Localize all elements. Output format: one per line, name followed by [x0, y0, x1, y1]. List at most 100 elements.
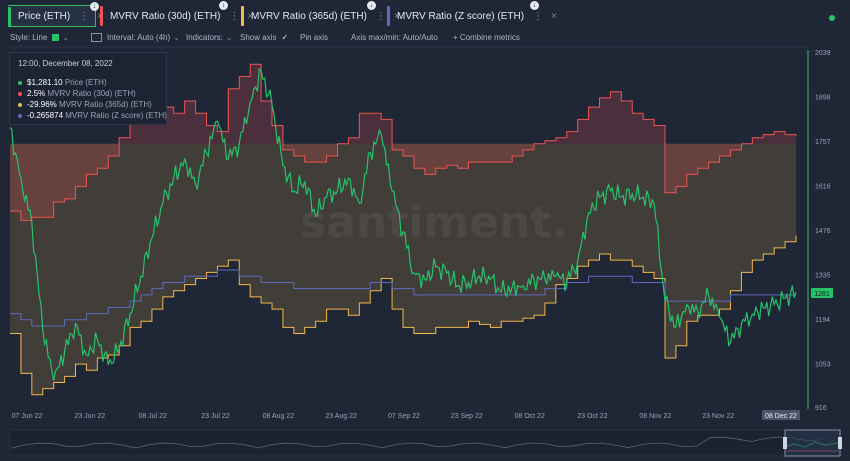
current-price-badge [811, 288, 833, 298]
tooltip-row: -29.96% MVRV Ratio (365d) (ETH) [18, 100, 152, 109]
navigator-selection[interactable] [784, 429, 841, 457]
tooltip-value: $1,281.10 [27, 78, 63, 87]
more-icon[interactable]: ⋮ [229, 10, 240, 22]
chart-toolbar: Style: Line ⌄ Interval: Auto (4h) ⌄ Indi… [0, 33, 850, 47]
check-icon[interactable]: ✓ [281, 33, 289, 42]
more-icon[interactable]: ⋮ [79, 10, 90, 22]
x-tick-label: 23 Nov 22 [702, 413, 734, 420]
x-current-date-badge [762, 410, 800, 420]
series-dot [18, 80, 22, 85]
pin-icon[interactable]: ↓ [219, 1, 228, 10]
more-icon[interactable]: ⋮ [533, 10, 544, 22]
x-tick-label: 23 Sep 22 [451, 413, 483, 420]
tooltip-value: 2.5% [27, 89, 46, 98]
show-axis-label: Show axis [240, 33, 277, 42]
interval-label: Interval: Auto (4h) [107, 33, 171, 42]
tooltip-series-name: MVRV Ratio (30d) (ETH) [47, 89, 136, 98]
tooltip-series-name: Price (ETH) [64, 78, 107, 87]
style-label: Style: Line [10, 33, 48, 42]
pin-icon[interactable]: ↓ [530, 1, 539, 10]
y-tick-label: 1616 [815, 184, 831, 191]
tooltip-series-name: MVRV Ratio (365d) (ETH) [59, 100, 152, 109]
x-tick-label: 08 Nov 22 [639, 413, 671, 420]
y-tick-label: 2039 [815, 50, 831, 57]
x-tick-label: 08 Aug 22 [263, 413, 295, 420]
x-tick-label: 23 Oct 22 [577, 413, 607, 420]
combine-metrics-button[interactable]: + Combine metrics [453, 33, 520, 42]
chevron-down-icon: ⌄ [225, 33, 233, 42]
y-tick-label: 1898 [815, 95, 831, 102]
mvrv-365d-area [10, 143, 796, 395]
tab-color-bar [8, 7, 11, 27]
watermark: santiment. [300, 197, 568, 248]
axis-minmax-select[interactable]: Axis max/min: Auto/Auto [351, 33, 438, 42]
tab-price-eth[interactable]: Price (ETH) ⋮ × ↓ [8, 2, 103, 27]
close-icon[interactable]: × [551, 10, 557, 22]
series-layer [9, 63, 797, 396]
tab-color-bar [387, 6, 390, 26]
x-tick-label: 23 Jul 22 [201, 413, 230, 420]
close-icon[interactable]: × [393, 10, 400, 22]
y-tick-label: 916 [815, 405, 827, 412]
more-icon[interactable]: ⋮ [375, 10, 386, 22]
price-line [9, 67, 797, 381]
indicators-label: Indicators: [186, 33, 223, 42]
navigator-handle-right[interactable] [838, 437, 842, 449]
tooltip-row: 2.5% MVRV Ratio (30d) (ETH) [18, 89, 136, 98]
axis-minmax-label: Axis max/min: Auto/Auto [351, 33, 438, 42]
indicators-select[interactable]: Indicators: ⌄ [186, 33, 233, 42]
tab-mvrv-30d[interactable]: MVRV Ratio (30d) (ETH) ⋮ × ↓ [100, 1, 253, 27]
tooltip-series-name: MVRV Ratio (Z score) (ETH) [65, 111, 167, 120]
tooltip-value: -0.265874 [27, 111, 64, 120]
chevron-down-icon: ⌄ [173, 33, 180, 42]
close-icon[interactable]: × [247, 10, 254, 22]
tooltip-value: -29.96% [27, 100, 57, 109]
style-select[interactable]: Style: Line ⌄ [10, 33, 69, 42]
tooltip-date: 12:00, December 08, 2022 [18, 59, 113, 68]
interval-select[interactable]: Interval: Auto (4h) ⌄ [91, 33, 180, 42]
x-axis: 07 Jun 22 23 Jun 22 08 Jul 22 23 Jul 22 08 A… [12, 410, 800, 420]
x-tick-label: 08 Jul 22 [138, 413, 167, 420]
pin-axis-toggle[interactable]: Pin axis [300, 33, 328, 42]
tab-mvrv-365d[interactable]: MVRV Ratio (365d) (ETH) ⋮ × ↓ [241, 1, 400, 27]
x-tick-label: 07 Sep 22 [388, 413, 420, 420]
tab-label: MVRV Ratio (Z score) (ETH) [397, 10, 525, 22]
color-swatch[interactable] [52, 34, 60, 41]
calendar-icon [91, 33, 102, 42]
live-indicator [829, 15, 835, 21]
metric-tabs: Price (ETH) ⋮ × ↓ MVRV Ratio (30d) (ETH)… [0, 0, 850, 30]
chevron-down-icon: ⌄ [62, 33, 70, 42]
combine-label: + Combine metrics [453, 33, 520, 42]
y-tick-label: 1335 [815, 273, 831, 280]
tab-label: MVRV Ratio (365d) (ETH) [251, 10, 367, 22]
current-price-label: 1281 [814, 291, 830, 298]
mvrv-zscore-line [10, 269, 796, 327]
x-tick-label: 07 Jun 22 [12, 413, 43, 420]
series-dot [18, 91, 22, 96]
y-tick-label: 1053 [815, 362, 831, 369]
mvrv-365d-line [10, 235, 797, 396]
x-tick-label: 23 Aug 22 [325, 413, 357, 420]
tooltip-row: $1,281.10 Price (ETH) [18, 78, 107, 87]
tooltip: 12:00, December 08, 2022 $1,281.10 Price… [9, 52, 167, 125]
y-axis: 2039 1898 1757 1616 1476 1335 1194 1053 916 [815, 50, 831, 412]
series-dot [18, 113, 22, 118]
pin-axis-label: Pin axis [300, 33, 329, 42]
y-tick-label: 1194 [815, 317, 830, 324]
tab-color-bar [100, 6, 103, 26]
x-tick-label: 23 Jun 22 [74, 413, 105, 420]
tooltip-row: -0.265874 MVRV Ratio (Z score) (ETH) [18, 111, 167, 120]
tab-label: Price (ETH) [18, 10, 71, 22]
tab-label: MVRV Ratio (30d) (ETH) [110, 10, 221, 22]
x-tick-label: 08 Oct 22 [514, 413, 544, 420]
pin-icon[interactable]: ↓ [90, 2, 99, 11]
navigator-handle-left[interactable] [783, 437, 787, 449]
navigator[interactable] [9, 429, 841, 457]
y-tick-label: 1757 [815, 139, 831, 146]
navigator-history-line [11, 436, 821, 449]
pin-icon[interactable]: ↓ [367, 1, 376, 10]
series-dot [18, 102, 22, 107]
show-axis-toggle[interactable]: Show axis ✓ [240, 33, 288, 42]
tab-mvrv-zscore[interactable]: MVRV Ratio (Z score) (ETH) ⋮ × ↓ [387, 1, 557, 27]
